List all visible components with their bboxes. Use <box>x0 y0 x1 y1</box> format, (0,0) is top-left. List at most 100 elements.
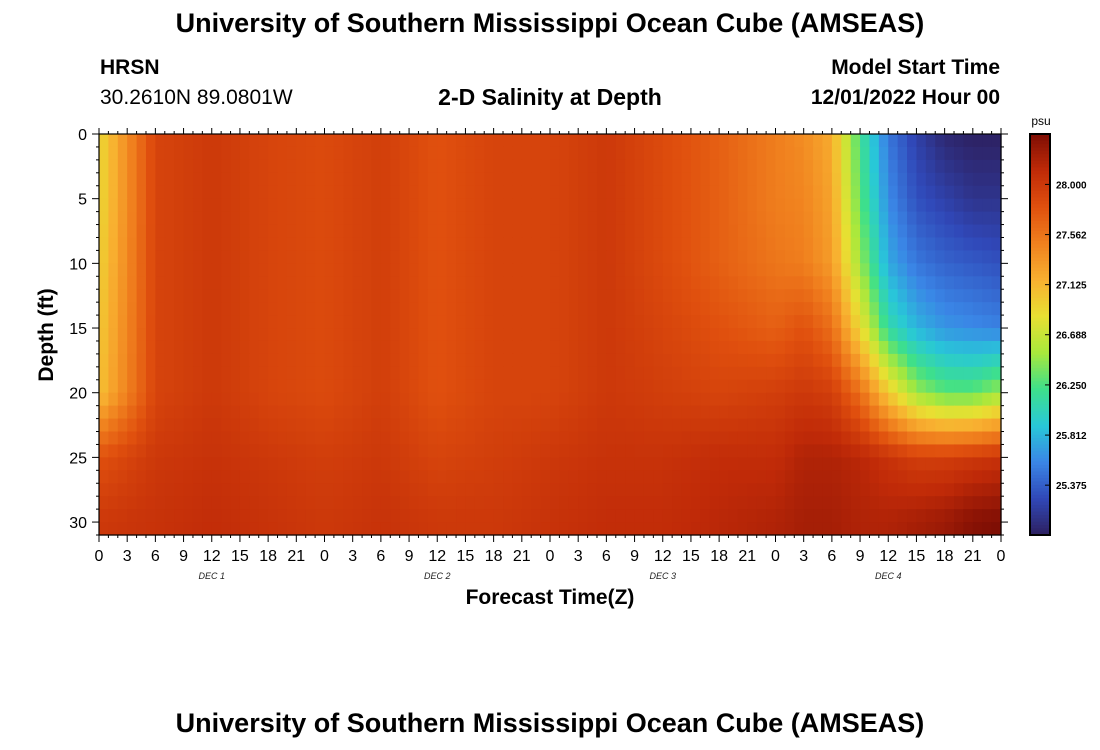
heatmap-cell <box>737 457 748 471</box>
heatmap-cell <box>737 224 748 239</box>
heatmap-cell <box>343 444 354 458</box>
heatmap-cell <box>418 444 429 458</box>
heatmap-cell <box>484 522 495 536</box>
heatmap-cell <box>982 431 993 446</box>
heatmap-cell <box>860 198 871 213</box>
heatmap-cell <box>700 134 711 148</box>
heatmap-cell <box>202 353 213 368</box>
heatmap-cell <box>211 509 222 523</box>
heatmap-cell <box>418 302 429 316</box>
heatmap-cell <box>728 457 739 471</box>
heatmap-cell <box>634 509 645 523</box>
heatmap-cell <box>315 159 326 174</box>
heatmap-cell <box>775 302 786 316</box>
heatmap-cell <box>108 457 119 471</box>
heatmap-cell <box>756 431 767 446</box>
heatmap-cell <box>239 159 250 174</box>
heatmap-cell <box>954 198 965 213</box>
heatmap-cell <box>944 353 955 368</box>
heatmap-cell <box>362 315 373 329</box>
colorbar-segment <box>1030 167 1050 172</box>
heatmap-cell <box>380 211 391 226</box>
heatmap-cell <box>662 392 673 407</box>
heatmap-cell <box>841 353 852 368</box>
heatmap-cell <box>484 483 495 497</box>
heatmap-cell <box>737 134 748 148</box>
heatmap-cell <box>897 237 908 252</box>
heatmap-cell <box>822 276 833 290</box>
heatmap-cell <box>775 340 786 355</box>
heatmap-cell <box>465 289 476 303</box>
heatmap-cell <box>841 198 852 213</box>
heatmap-cell <box>907 392 918 407</box>
heatmap-cell <box>221 366 232 381</box>
heatmap-cell <box>596 250 607 264</box>
heatmap-cell <box>521 366 532 381</box>
heatmap-cell <box>803 134 814 148</box>
heatmap-cell <box>841 211 852 226</box>
heatmap-cell <box>559 185 570 200</box>
heatmap-cell <box>531 237 542 252</box>
heatmap-cell <box>963 134 974 148</box>
heatmap-cell <box>991 224 1002 239</box>
heatmap-cell <box>315 522 326 536</box>
heatmap-cell <box>568 315 579 329</box>
heatmap-cell <box>813 509 824 523</box>
heatmap-cell <box>643 509 654 523</box>
heatmap-cell <box>888 431 899 446</box>
heatmap-cell <box>380 353 391 368</box>
heatmap-cell <box>596 134 607 148</box>
heatmap-cell <box>484 379 495 394</box>
heatmap-cell <box>286 198 297 213</box>
heatmap-cell <box>155 237 166 252</box>
heatmap-cell <box>136 250 147 264</box>
heatmap-cell <box>202 431 213 446</box>
heatmap-cell <box>324 444 335 458</box>
heatmap-cell <box>972 159 983 174</box>
day-label: DEC 2 <box>424 571 451 581</box>
heatmap-cell <box>343 340 354 355</box>
heatmap-cell <box>249 134 260 148</box>
heatmap-cell <box>437 340 448 355</box>
heatmap-cell <box>907 405 918 420</box>
heatmap-cell <box>897 444 908 458</box>
heatmap-cell <box>277 198 288 213</box>
colorbar-unit: psu <box>1031 114 1050 128</box>
heatmap-cell <box>935 302 946 316</box>
heatmap-cell <box>155 457 166 471</box>
heatmap-cell <box>737 185 748 200</box>
heatmap-cell <box>925 263 936 277</box>
heatmap-cell <box>493 353 504 368</box>
colorbar-segment <box>1030 157 1050 162</box>
heatmap-cell <box>390 392 401 407</box>
heatmap-cell <box>239 496 250 510</box>
heatmap-cell <box>390 276 401 290</box>
heatmap-cell <box>409 185 420 200</box>
heatmap-cell <box>239 509 250 523</box>
heatmap-cell <box>766 457 777 471</box>
heatmap-cell <box>540 263 551 277</box>
heatmap-cell <box>531 146 542 161</box>
heatmap-cell <box>756 457 767 471</box>
heatmap-cell <box>907 263 918 277</box>
heatmap-cell <box>324 457 335 471</box>
heatmap-cell <box>550 509 560 523</box>
heatmap-cell <box>850 457 861 471</box>
heatmap-cell <box>944 328 955 342</box>
heatmap-cell <box>315 198 326 213</box>
heatmap-cell <box>371 172 382 187</box>
heatmap-cell <box>503 379 514 394</box>
heatmap-cell <box>878 392 889 407</box>
heatmap-cell <box>700 418 711 433</box>
heatmap-cell <box>568 302 579 316</box>
heatmap-cell <box>249 328 260 342</box>
heatmap-cell <box>672 379 683 394</box>
heatmap-cell <box>268 483 279 497</box>
heatmap-cell <box>296 302 307 316</box>
heatmap-cell <box>756 392 767 407</box>
heatmap-cell <box>982 315 993 329</box>
heatmap-cell <box>371 211 382 226</box>
heatmap-cell <box>850 302 861 316</box>
heatmap-cell <box>888 366 899 381</box>
heatmap-cell <box>192 379 203 394</box>
